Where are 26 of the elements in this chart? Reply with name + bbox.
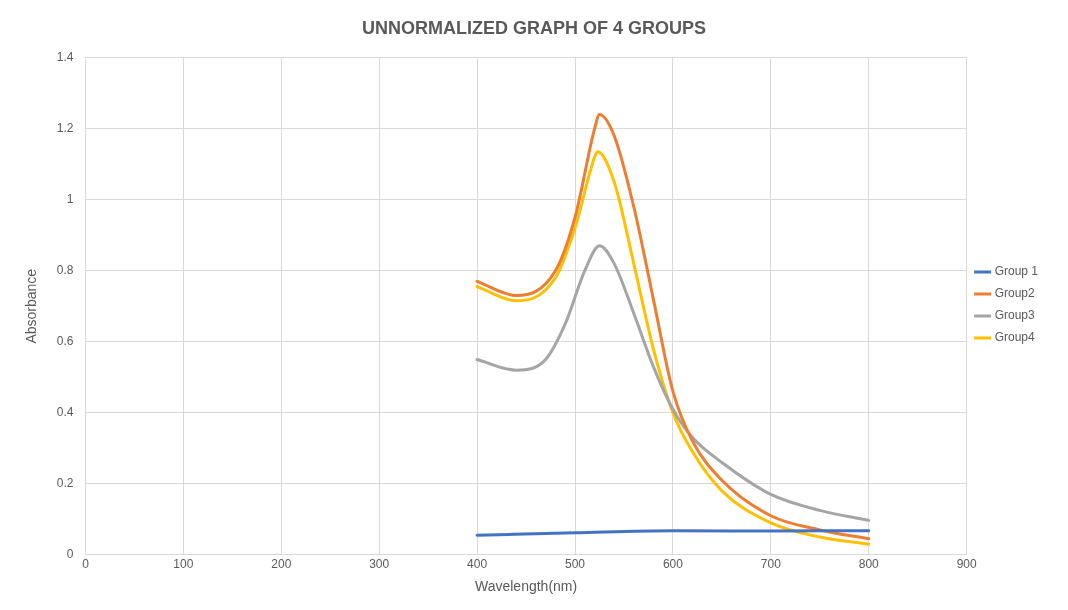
x-axis-title: Wavelength(nm) — [474, 578, 578, 595]
legend-label: Group3 — [994, 308, 1035, 323]
x-tick-label: 800 — [858, 557, 880, 572]
x-tick-label: 600 — [662, 557, 684, 572]
x-tick-label: 100 — [173, 557, 194, 572]
y-tick-label: 0.2 — [56, 476, 74, 491]
y-axis-title: Absorbance — [23, 268, 40, 344]
line-series — [475, 244, 871, 522]
x-tick-label: 400 — [467, 557, 488, 572]
y-tick-label: 1 — [66, 191, 74, 206]
y-tick-label: 0 — [66, 547, 74, 562]
x-tick-label: 0 — [82, 557, 90, 572]
x-tick-label: 300 — [369, 557, 390, 572]
y-tick-label: 1.4 — [56, 49, 74, 64]
legend-label: Group 1 — [994, 264, 1039, 279]
x-tick-label: 500 — [565, 557, 586, 572]
x-tick-label: 900 — [956, 557, 977, 572]
legend-label: Group2 — [994, 286, 1035, 301]
x-tick-label: 200 — [271, 557, 292, 572]
chart-title: UNNORMALIZED GRAPH OF 4 GROUPS — [361, 17, 707, 38]
y-tick-label: 1.2 — [56, 120, 74, 135]
y-tick-label: 0.4 — [56, 405, 74, 420]
y-tick-label: 0.8 — [56, 263, 74, 277]
y-tick-label: 0.6 — [56, 334, 74, 349]
legend-label: Group4 — [994, 330, 1035, 345]
x-tick-label: 700 — [760, 557, 782, 572]
